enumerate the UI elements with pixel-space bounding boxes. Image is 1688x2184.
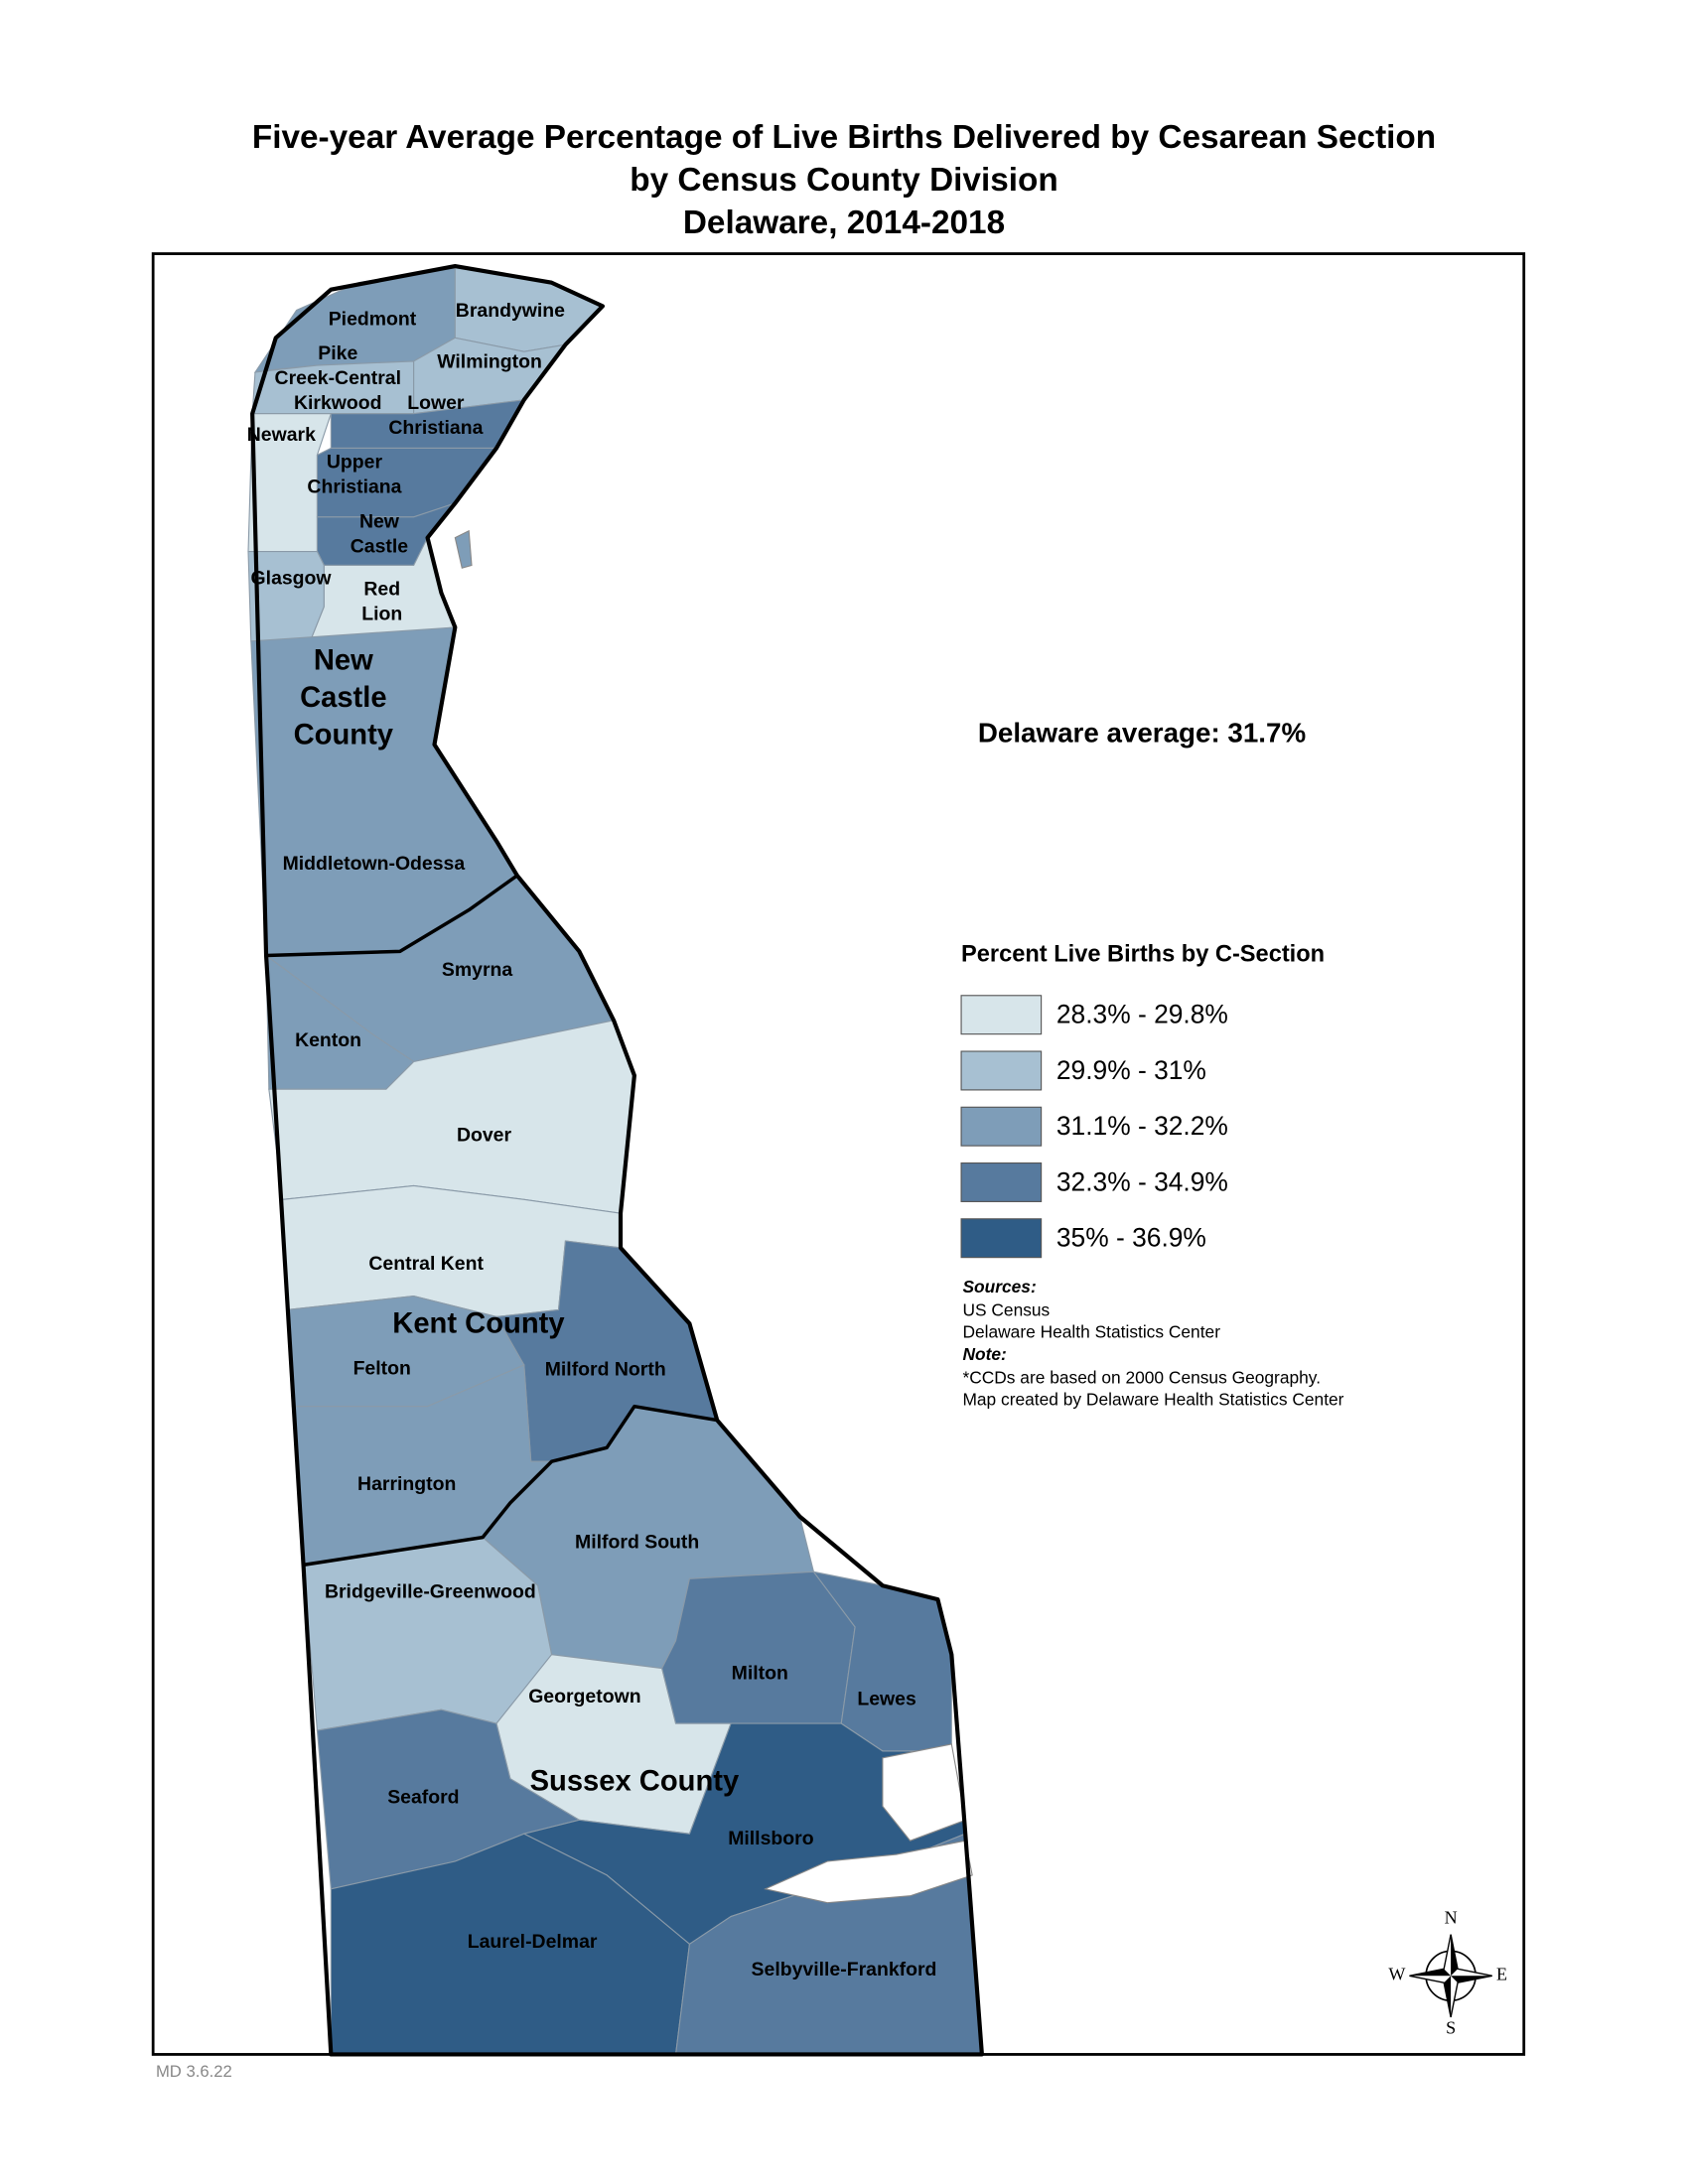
region-label: Upper Christiana: [307, 452, 401, 498]
region-label: Pike Creek-Central Kirkwood: [275, 342, 401, 414]
title-line: Five-year Average Percentage of Live Bir…: [252, 119, 1436, 156]
region-label: Wilmington: [437, 350, 542, 372]
county-label: Kent County: [392, 1307, 565, 1339]
region-label: Felton: [353, 1357, 411, 1379]
boundaries: [250, 263, 984, 2057]
legend-swatch: [960, 1218, 1043, 1259]
compass-e: E: [1496, 1964, 1507, 1983]
legend: 28.3% - 29.8% 29.9% - 31% 31.1% - 32.2% 32.…: [960, 995, 1228, 1259]
title-line: by Census County Division: [630, 162, 1057, 199]
region-label: Lewes: [857, 1689, 916, 1710]
labels: Piedmont Brandywine Pike Creek-Central Kirkw…: [247, 300, 937, 1980]
region-label: Piedmont: [329, 308, 417, 330]
legend-swatch: [960, 1161, 1043, 1202]
region-label: Selbyville-Frankford: [752, 1959, 937, 1980]
compass: N E S W: [1388, 1907, 1507, 2037]
region-label: Milford North: [545, 1359, 666, 1381]
footer: MD 3.6.22: [156, 2062, 232, 2081]
legend-label: 32.3% - 34.9%: [1056, 1166, 1228, 1196]
note-heading: Note:: [962, 1344, 1006, 1364]
region-label: Harrington: [357, 1473, 456, 1495]
legend-swatch: [960, 995, 1043, 1035]
region-label: Central Kent: [368, 1253, 484, 1275]
region-label: Milford South: [575, 1531, 699, 1553]
county-label: Sussex County: [530, 1766, 740, 1798]
county-label: New Castle County: [294, 644, 394, 751]
legend-label: 31.1% - 32.2%: [1056, 1111, 1228, 1141]
title-line: Delaware, 2014-2018: [683, 205, 1005, 241]
regions: [247, 265, 983, 2055]
region-label: Milton: [732, 1662, 788, 1684]
region-label: Middletown-Odessa: [283, 853, 466, 875]
sources-line: US Census: [962, 1299, 1050, 1319]
legend-swatch: [960, 1050, 1043, 1091]
region-label: Glasgow: [251, 567, 333, 589]
sources-line: Delaware Health Statistics Center: [962, 1322, 1220, 1342]
water: [454, 529, 973, 1904]
region-label: Georgetown: [528, 1686, 640, 1707]
region-label: Seaford: [387, 1786, 459, 1808]
compass-w: W: [1388, 1964, 1405, 1983]
compass-n: N: [1445, 1907, 1458, 1927]
legend-label: 28.3% - 29.8%: [1056, 1000, 1228, 1029]
region-label: Millsboro: [728, 1828, 814, 1849]
region-label: Red Lion: [361, 579, 402, 625]
region-label: Bridgeville-Greenwood: [325, 1580, 536, 1602]
region-label: Smyrna: [442, 959, 512, 981]
region-label: Lower Christiana: [388, 392, 483, 439]
region-label: Brandywine: [456, 300, 565, 322]
state-average: Delaware average: 31.7%: [978, 718, 1306, 749]
region: [661, 1570, 856, 1724]
legend-title: Percent Live Births by C-Section: [961, 942, 1325, 968]
legend-label: 29.9% - 31%: [1056, 1055, 1206, 1085]
note-line: *CCDs are based on 2000 Census Geography…: [962, 1367, 1321, 1387]
legend-label: 35% - 36.9%: [1056, 1223, 1206, 1253]
sources-heading: Sources:: [962, 1277, 1036, 1297]
region-label: Kenton: [295, 1029, 361, 1051]
compass-s: S: [1446, 2018, 1456, 2038]
region-label: Laurel-Delmar: [468, 1931, 598, 1953]
region-label: New Castle: [351, 511, 409, 558]
region-label: Dover: [457, 1125, 512, 1147]
note-line: Map created by Delaware Health Statistic…: [962, 1390, 1343, 1410]
region-label: Newark: [247, 424, 316, 446]
legend-swatch: [960, 1106, 1043, 1147]
